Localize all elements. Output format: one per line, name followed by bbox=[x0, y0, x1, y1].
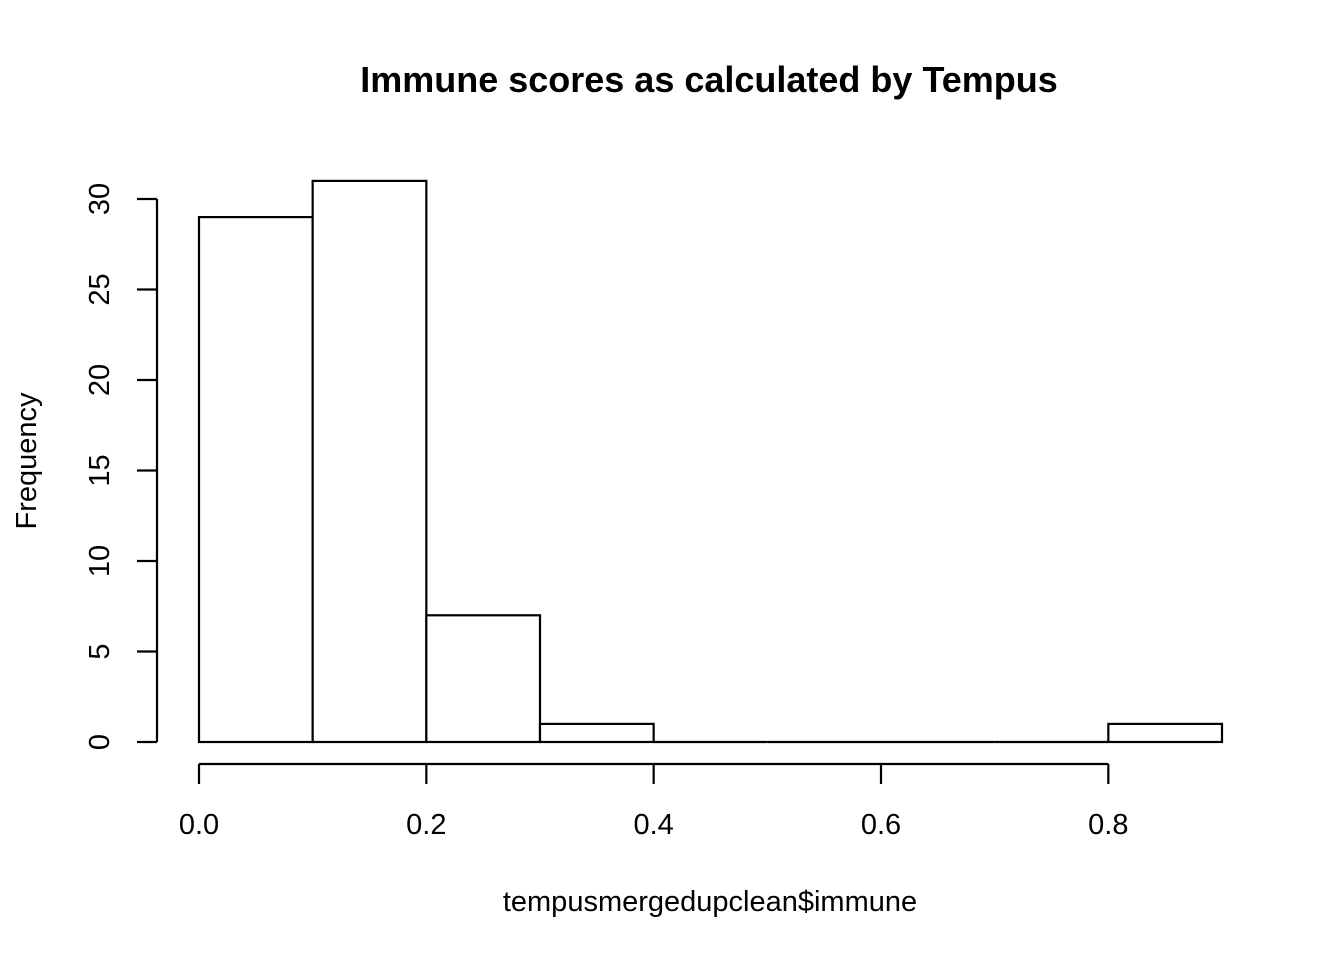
histogram-bar-3 bbox=[538, 722, 655, 744]
histogram-bar-1 bbox=[311, 179, 428, 744]
x-axis: 0.0 0.2 0.4 0.6 0.8 bbox=[179, 762, 1128, 841]
x-tick-label: 0.8 bbox=[1088, 809, 1128, 841]
y-tick-label: 30 bbox=[84, 183, 116, 215]
x-tick-label: 0.2 bbox=[406, 809, 446, 841]
histogram-bar-0 bbox=[197, 216, 314, 744]
y-tick-label: 15 bbox=[84, 454, 116, 486]
x-tick-label: 0.6 bbox=[861, 809, 901, 841]
y-tick-label: 5 bbox=[84, 643, 116, 659]
y-tick-label: 20 bbox=[84, 364, 116, 396]
x-axis-label: tempusmergedupclean$immune bbox=[503, 886, 917, 918]
histogram-bar-8 bbox=[1107, 722, 1224, 744]
y-axis: 0 5 10 15 20 25 30 bbox=[84, 183, 159, 750]
x-tick-label: 0.4 bbox=[634, 809, 674, 841]
histogram-bar-2 bbox=[425, 614, 542, 744]
chart-title: Immune scores as calculated by Tempus bbox=[360, 59, 1058, 100]
y-tick-label: 10 bbox=[84, 545, 116, 577]
x-tick-label: 0.0 bbox=[179, 809, 219, 841]
y-tick-label: 25 bbox=[84, 273, 116, 305]
y-axis-label: Frequency bbox=[11, 392, 43, 530]
bars-group bbox=[197, 179, 1224, 744]
y-tick-label: 0 bbox=[84, 734, 116, 750]
